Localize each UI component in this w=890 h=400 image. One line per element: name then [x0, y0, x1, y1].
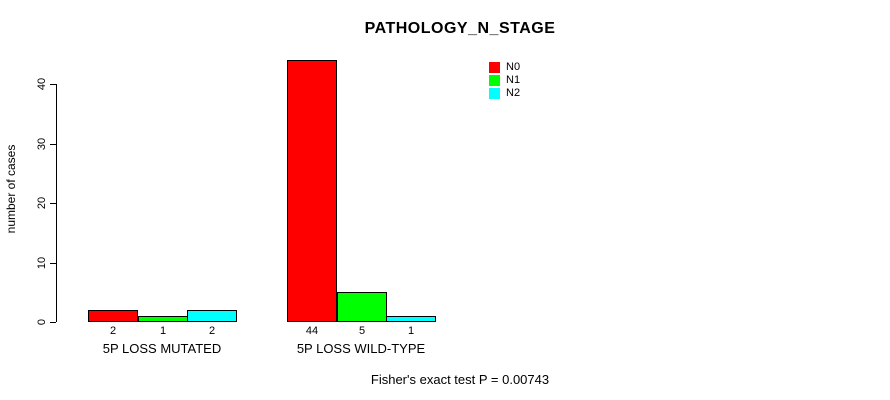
- y-tick: [50, 144, 56, 145]
- legend-swatch-n1: [489, 75, 500, 86]
- y-tick-label: 30: [36, 137, 48, 151]
- legend-item-n2: N2: [489, 87, 520, 100]
- bar-value-label: 1: [159, 325, 167, 337]
- y-axis-line: [56, 84, 57, 322]
- legend-swatch-n2: [489, 88, 500, 99]
- bar-value-label: 2: [208, 325, 216, 337]
- bar-value-label: 2: [109, 325, 117, 337]
- y-tick: [50, 203, 56, 204]
- category-label: 5P LOSS WILD-TYPE: [296, 341, 426, 356]
- category-label: 5P LOSS MUTATED: [102, 341, 222, 356]
- y-tick-label: 0: [36, 318, 48, 326]
- bar-n0-wild-type: [287, 60, 337, 322]
- y-tick: [50, 84, 56, 85]
- bar-n1-wild-type: [337, 292, 387, 322]
- y-tick: [50, 263, 56, 264]
- bar-value-label: 5: [358, 325, 366, 337]
- legend-item-n0: N0: [489, 61, 520, 74]
- legend: N0 N1 N2: [489, 61, 520, 100]
- bar-value-label: 44: [305, 325, 319, 337]
- bar-n2-wild-type: [386, 316, 436, 322]
- y-tick-label: 20: [36, 196, 48, 210]
- legend-swatch-n0: [489, 62, 500, 73]
- legend-label-n1: N1: [506, 74, 521, 86]
- y-tick-label: 40: [36, 77, 48, 91]
- bar-value-label: 1: [407, 325, 415, 337]
- bar-n0-mutated: [88, 310, 138, 322]
- legend-item-n1: N1: [489, 74, 520, 87]
- bar-n2-mutated: [187, 310, 237, 322]
- y-tick-label: 10: [36, 256, 48, 270]
- y-axis-label: number of cases: [4, 144, 18, 234]
- legend-label-n2: N2: [506, 87, 521, 99]
- chart-title: PATHOLOGY_N_STAGE: [364, 20, 556, 37]
- stat-test-footnote: Fisher's exact test P = 0.00743: [370, 372, 550, 387]
- bar-n1-mutated: [138, 316, 188, 322]
- y-tick: [50, 322, 56, 323]
- legend-label-n0: N0: [506, 61, 521, 73]
